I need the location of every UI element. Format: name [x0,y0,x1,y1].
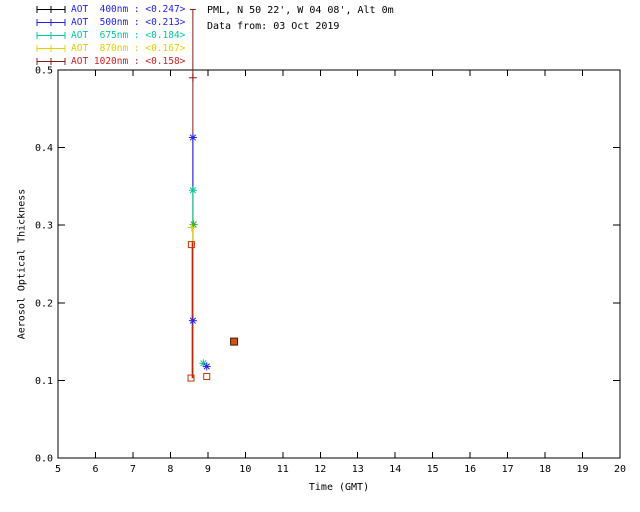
legend: AOT 400nm : <0.247> AOT 500nm : <0.213> AO… [36,3,185,68]
legend-item: AOT 500nm : <0.213> [36,16,185,29]
site-info: PML, N 50 22', W 04 08', Alt 0m [207,5,394,16]
legend-item: AOT 870nm : <0.167> [36,42,185,55]
marker-asterisk [188,316,197,325]
x-tick-label: 7 [130,464,136,475]
errorbar-line-icon [36,32,66,39]
x-axis: 5 6 7 8 9 10 11 12 13 14 15 16 17 18 19 20 [55,70,626,475]
marker-square [187,374,195,382]
errorbar-line-icon [36,45,66,52]
x-tick-label: 15 [427,464,439,475]
y-tick-label: 0.4 [35,143,53,154]
legend-label: AOT 870nm : <0.167> [71,43,186,54]
x-tick-label: 17 [502,464,514,475]
legend-label: AOT 400nm : <0.247> [71,4,186,15]
marker-plus [187,223,196,232]
x-tick-label: 19 [577,464,589,475]
errorbar-line-icon [36,6,66,13]
x-tick-label: 5 [55,464,61,475]
marker-asterisk [202,362,211,371]
errorbar-line-icon [36,19,66,26]
legend-label: AOT 675nm : <0.184> [71,30,186,41]
data-from: Data from: 03 Oct 2019 [207,21,340,32]
errorbar-line-icon [36,58,66,65]
x-axis-label: Time (GMT) [308,482,370,493]
y-tick-label: 0.0 [35,454,53,465]
marker-asterisk [188,133,197,142]
marker-square [203,373,211,381]
x-tick-label: 9 [205,464,211,475]
x-tick-label: 18 [539,464,551,475]
legend-item: AOT 400nm : <0.247> [36,3,185,16]
x-tick-label: 12 [314,464,326,475]
legend-label: AOT 1020nm : <0.158> [71,56,186,67]
marker-asterisk [188,186,197,195]
x-tick-label: 6 [92,464,98,475]
data-markers [187,73,239,382]
y-axis-label: Aerosol Optical Thickness [16,188,28,340]
x-tick-label: 10 [239,464,251,475]
y-tick-label: 0.3 [35,221,53,232]
x-tick-label: 11 [277,464,289,475]
x-tick-label: 20 [614,464,626,475]
legend-item: AOT 1020nm : <0.158> [36,55,185,68]
marker-filled-square [230,337,239,346]
y-tick-label: 0.5 [35,66,53,77]
x-tick-label: 13 [352,464,364,475]
y-axis: 0.0 0.1 0.2 0.3 0.4 0.5 [35,66,620,465]
legend-item: AOT 675nm : <0.184> [36,29,185,42]
y-tick-label: 0.1 [35,376,53,387]
legend-label: AOT 500nm : <0.213> [71,17,186,28]
x-tick-label: 8 [167,464,173,475]
x-tick-label: 16 [464,464,476,475]
marker-plus [188,73,197,82]
axis-frame [57,69,621,459]
marker-square [187,241,195,249]
x-tick-label: 14 [389,464,401,475]
y-tick-label: 0.2 [35,298,53,309]
